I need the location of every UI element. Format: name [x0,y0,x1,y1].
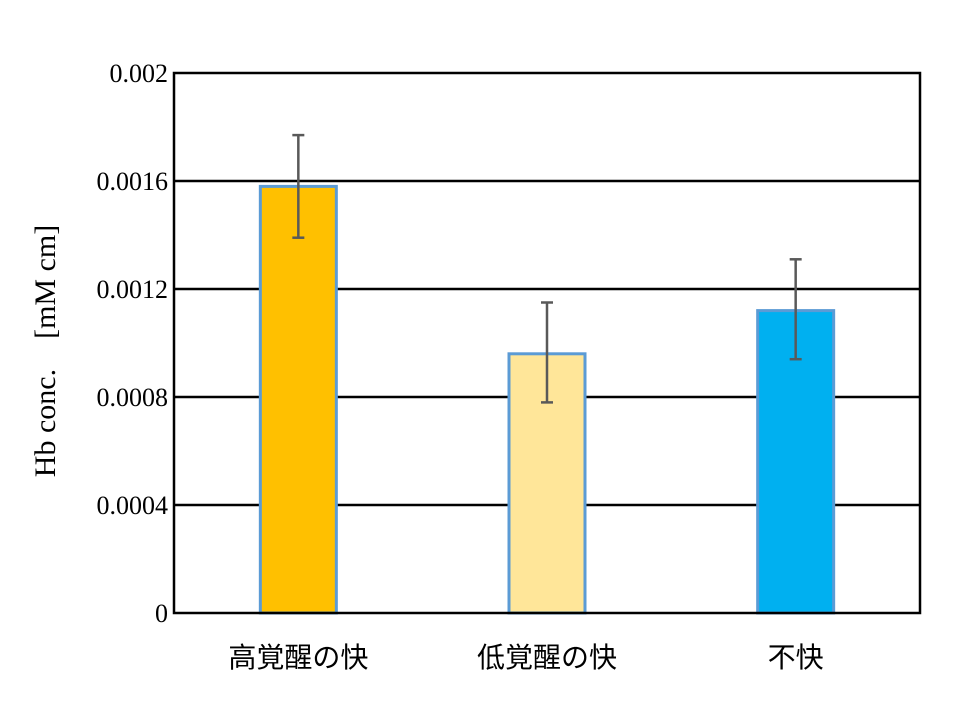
error-bar [541,301,553,404]
y-tick-label: 0.0012 [97,275,169,304]
x-category-label: 低覚醒の快 [477,641,617,674]
plot-area-frame [172,71,922,615]
y-tick-label: 0 [155,599,168,628]
y-tick-label: 0.0008 [97,383,169,412]
error-bar [292,133,305,239]
error-bar [789,258,802,361]
y-tick-label: 0.002 [110,59,169,88]
bar [258,184,338,615]
y-tick-label: 0.0004 [97,491,169,520]
y-axis-label: Hb conc. [mM cm] [29,225,62,477]
x-category-label: 不快 [768,641,824,674]
x-category-labels: 高覚醒の快 低覚醒の快 不快 [228,641,823,674]
x-category-label: 高覚醒の快 [228,641,368,674]
error-bars [292,133,802,404]
y-tick-labels: 0 0.0004 0.0008 0.0012 0.0016 0.002 [97,59,169,628]
y-tick-label: 0.0016 [97,167,169,196]
